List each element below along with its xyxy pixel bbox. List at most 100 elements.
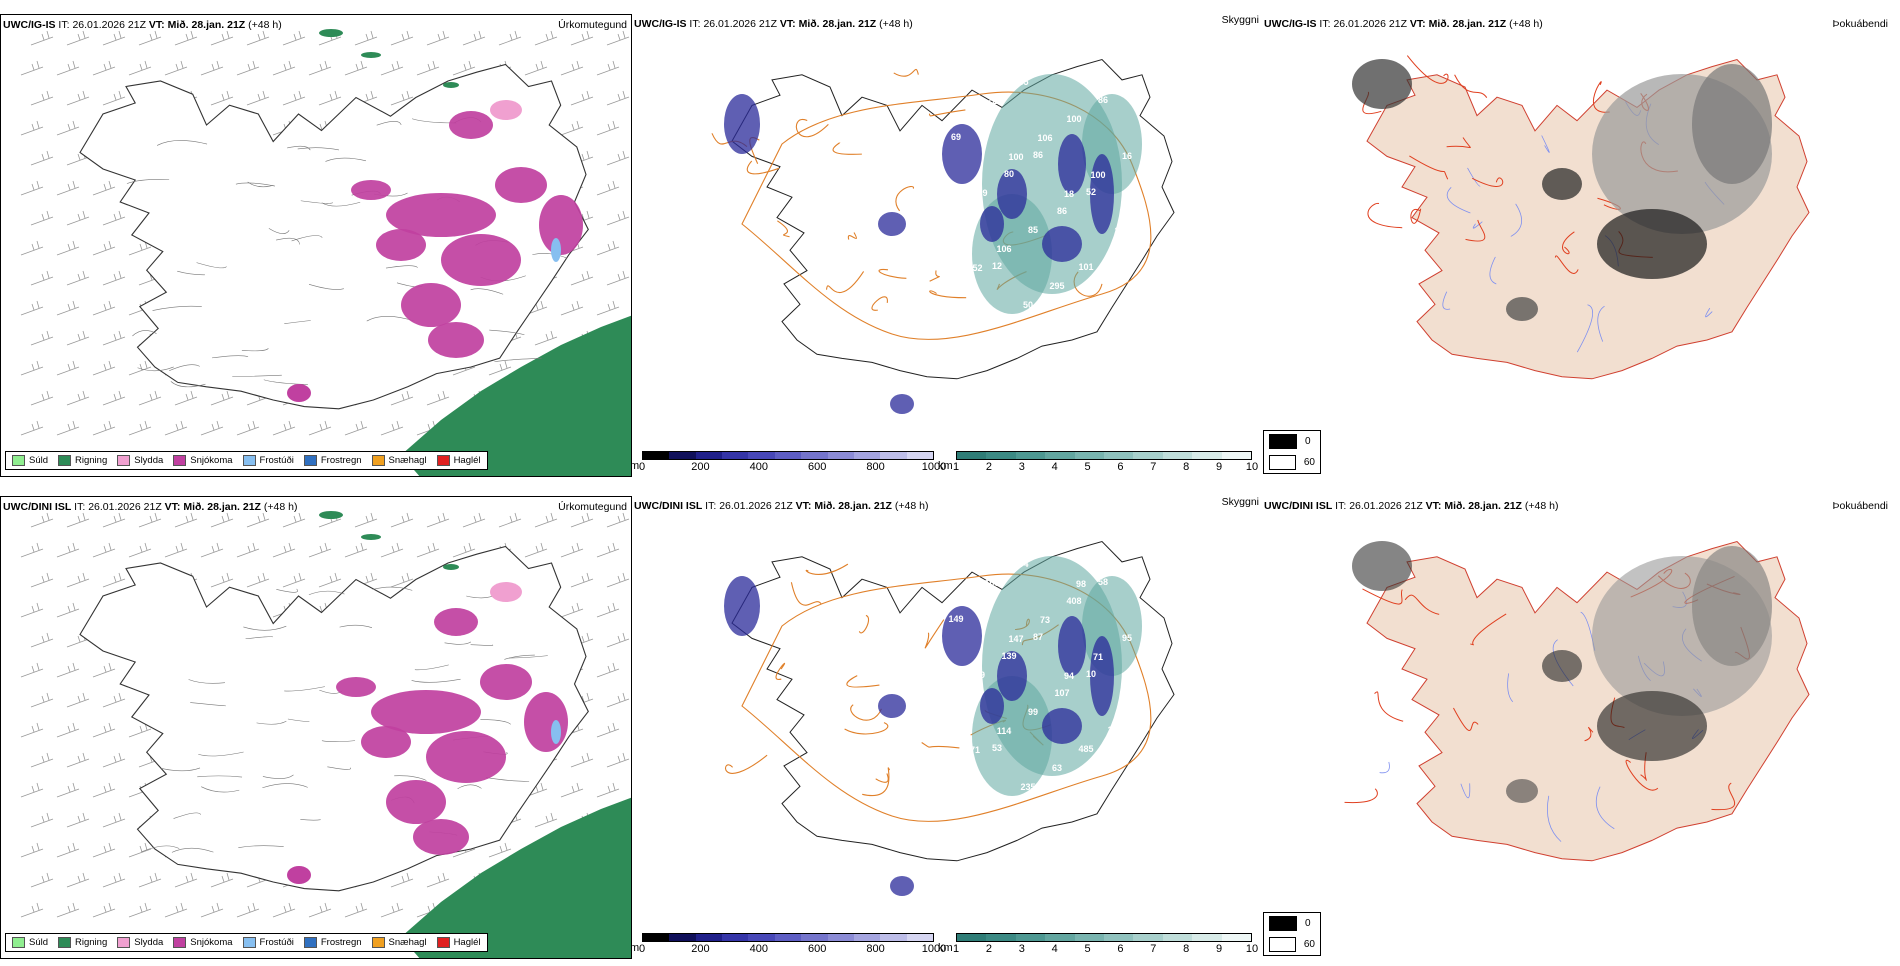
legend-label: Slydda bbox=[134, 455, 164, 466]
ceiling-value-label: 149 bbox=[948, 614, 963, 624]
freezing-drizzle-area bbox=[551, 238, 561, 262]
ceiling-area bbox=[1058, 134, 1086, 194]
legend-swatch bbox=[173, 455, 187, 466]
ceiling-value-label: 108 bbox=[984, 578, 999, 588]
fog-panel: UWC/IG-IS IT: 26.01.2026 21Z VT: Mið. 28… bbox=[1262, 14, 1900, 484]
ceiling-value-label: 106 bbox=[1037, 133, 1052, 143]
colorbar-tick-label: 3 bbox=[1018, 943, 1025, 955]
fog-legend-swatch bbox=[1269, 916, 1297, 931]
snow-area bbox=[434, 608, 478, 636]
ceiling-value-label: 72 bbox=[987, 96, 997, 106]
colorbar-tick-label: 7 bbox=[1150, 943, 1157, 955]
colorbar-tick-label: 9 bbox=[1216, 943, 1223, 955]
colorbar-tick-label: 0 bbox=[638, 461, 646, 473]
colorbar-tick-label: 9 bbox=[1216, 461, 1223, 473]
freezing-drizzle-area bbox=[551, 720, 561, 744]
fog-legend-label: 60 bbox=[1303, 939, 1315, 950]
colorbar-segment bbox=[774, 934, 802, 941]
ceiling-value-label: 227 bbox=[1114, 226, 1129, 236]
colorbar-segment bbox=[1074, 452, 1105, 459]
model-name: UWC/IG-IS bbox=[1264, 18, 1317, 30]
ceiling-value-label: 86 bbox=[1033, 150, 1043, 160]
lead-time: (+48 h) bbox=[894, 500, 929, 512]
legend-item: Súld bbox=[12, 937, 48, 948]
legend-label: Súld bbox=[29, 937, 49, 948]
colorbar-segment bbox=[1015, 452, 1046, 459]
ceiling-area bbox=[1090, 636, 1114, 716]
colorbar-segment bbox=[722, 934, 749, 941]
colorbar-segment bbox=[906, 934, 933, 941]
ceiling-value-label: 10 bbox=[1086, 669, 1096, 679]
ceiling-area bbox=[1090, 154, 1114, 234]
colorbar-segment bbox=[1162, 934, 1193, 941]
colorbar-segment bbox=[986, 934, 1016, 941]
ceiling-value-label: 965 bbox=[1013, 77, 1028, 87]
ceiling-area bbox=[997, 651, 1027, 701]
ceiling-value-label: 295 bbox=[1049, 281, 1064, 291]
legend-swatch bbox=[242, 455, 256, 466]
visibility-map: 179 225 87 10 80 53 74 58 149 139 107 146 80 104 408 95… bbox=[724, 540, 1175, 896]
fog-map bbox=[1352, 55, 1810, 380]
ceiling-value-label: 98 bbox=[1076, 579, 1086, 589]
ceiling-value-label: 191 bbox=[924, 76, 939, 86]
ceiling-value-label: 16 bbox=[1122, 151, 1132, 161]
ceiling-value-label: 86 bbox=[1098, 95, 1108, 105]
legend-swatch bbox=[12, 455, 25, 466]
ceiling-value-label: 52 bbox=[1086, 187, 1096, 197]
legend-item: Rigning bbox=[58, 455, 107, 466]
visibility-colorbar: 1 2 3 4 5 6 7 8 9 10 km bbox=[938, 451, 1258, 474]
legend-swatch bbox=[173, 937, 187, 948]
colorbar-segment bbox=[880, 452, 907, 459]
legend-item: Súld bbox=[12, 455, 48, 466]
fog-panel: UWC/DINI ISL IT: 26.01.2026 21Z VT: Mið.… bbox=[1262, 496, 1900, 966]
ceiling-colorbar: 0 200 400 600 800 1000 m bbox=[632, 451, 946, 474]
ceiling-value-label: 85 bbox=[1028, 225, 1038, 235]
colorbar-segment bbox=[801, 934, 828, 941]
model-name: UWC/DINI ISL bbox=[634, 500, 703, 512]
snow-area bbox=[376, 229, 426, 261]
fog-patch bbox=[1506, 297, 1538, 321]
ceiling-value-label: 89 bbox=[1117, 708, 1127, 718]
ceiling-value-label: 64 bbox=[1105, 560, 1115, 570]
lead-time: (+48 h) bbox=[879, 18, 913, 30]
ceiling-value-label: 100 bbox=[1066, 114, 1081, 124]
rain-area bbox=[443, 564, 459, 570]
visibility-panel: UWC/DINI ISL IT: 26.01.2026 21Z VT: Mið.… bbox=[632, 496, 1262, 966]
legend-label: Frostregn bbox=[320, 455, 362, 466]
legend-label: Haglél bbox=[453, 937, 481, 948]
legend-label: Snæhagl bbox=[388, 455, 427, 466]
snow-area bbox=[524, 692, 568, 752]
vt-value: Mið. 28.jan. 21Z bbox=[1428, 18, 1507, 30]
ceiling-value-label: 80 bbox=[1004, 169, 1014, 179]
it-value: 26.01.2026 21Z bbox=[703, 18, 777, 30]
ceiling-area bbox=[942, 124, 982, 184]
legend-swatch bbox=[117, 455, 131, 466]
legend-swatch bbox=[58, 937, 72, 948]
ceiling-value-label: 58 bbox=[1098, 577, 1108, 587]
colorbar-segment bbox=[1104, 934, 1134, 941]
ceiling-value-label: 118 bbox=[944, 207, 959, 217]
ceiling-value-label: 99 bbox=[1028, 707, 1038, 717]
it-value: 26.01.2026 21Z bbox=[719, 500, 793, 512]
ceiling-value-label: 101 bbox=[1078, 262, 1093, 272]
colorbar-tick-label: 1 bbox=[952, 461, 960, 473]
snow-area bbox=[426, 731, 506, 783]
fog-legend-label: 60 bbox=[1303, 457, 1315, 468]
snow-area bbox=[449, 111, 493, 139]
ceiling-value-label: 225 bbox=[977, 595, 992, 605]
rain-area bbox=[401, 315, 631, 476]
model-name: UWC/DINI ISL bbox=[3, 501, 72, 513]
lead-time: (+48 h) bbox=[263, 501, 298, 513]
snow-areas bbox=[336, 608, 568, 855]
ceiling-area bbox=[878, 694, 906, 718]
fog-legend-label: 0 bbox=[1305, 436, 1311, 447]
ceiling-value-label: 74 bbox=[1045, 780, 1055, 790]
colorbar-segment bbox=[827, 934, 854, 941]
fog-legend: 0 60 bbox=[1263, 430, 1321, 474]
legend-label: Rigning bbox=[75, 937, 108, 948]
rain-area bbox=[319, 29, 343, 37]
colorbar-segment bbox=[643, 452, 670, 459]
colorbar-tick-label: 8 bbox=[1183, 461, 1190, 473]
snow-area bbox=[361, 726, 411, 758]
lead-time: (+48 h) bbox=[1509, 18, 1543, 30]
